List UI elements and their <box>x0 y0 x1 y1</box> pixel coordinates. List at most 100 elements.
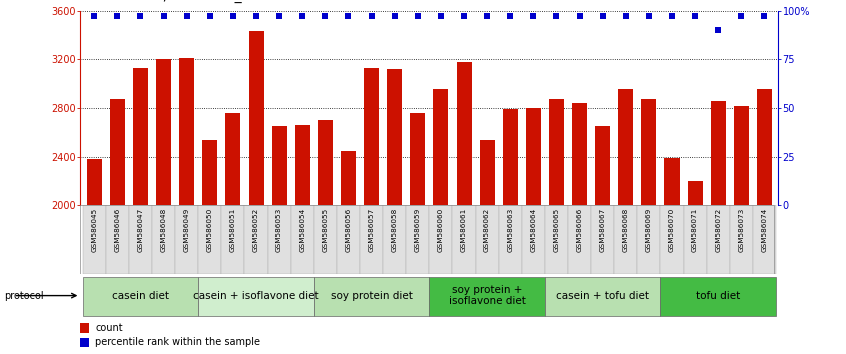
Bar <box>453 205 475 274</box>
Bar <box>661 205 684 274</box>
Text: GSM586070: GSM586070 <box>669 207 675 252</box>
Text: tofu diet: tofu diet <box>696 291 740 301</box>
Point <box>642 13 656 19</box>
Bar <box>225 113 240 354</box>
Bar <box>87 159 102 354</box>
Text: GSM586069: GSM586069 <box>645 207 652 252</box>
Bar <box>202 139 217 354</box>
Text: GSM586065: GSM586065 <box>553 207 559 252</box>
Bar <box>711 101 726 354</box>
Point <box>157 13 170 19</box>
Bar <box>618 88 634 354</box>
Text: GSM586051: GSM586051 <box>230 207 236 252</box>
Text: soy protein diet: soy protein diet <box>331 291 413 301</box>
Bar <box>429 205 453 274</box>
Bar <box>664 158 679 354</box>
Bar <box>175 205 198 274</box>
Text: GSM586056: GSM586056 <box>345 207 351 252</box>
Bar <box>591 205 614 274</box>
Text: casein + tofu diet: casein + tofu diet <box>556 291 649 301</box>
Text: GSM586050: GSM586050 <box>206 207 213 252</box>
Point <box>295 13 309 19</box>
Text: protocol: protocol <box>4 291 44 302</box>
Bar <box>433 88 448 354</box>
Point <box>434 13 448 19</box>
Bar <box>572 103 587 354</box>
Bar <box>314 276 429 316</box>
Bar <box>156 59 171 354</box>
Bar <box>387 69 402 354</box>
Text: GSM586059: GSM586059 <box>415 207 420 252</box>
Text: GSM586063: GSM586063 <box>508 207 514 252</box>
Bar <box>198 205 222 274</box>
Point <box>111 13 124 19</box>
Bar <box>637 205 661 274</box>
Text: GSM586064: GSM586064 <box>530 207 536 252</box>
Bar <box>83 205 106 274</box>
Point <box>365 13 378 19</box>
Point <box>526 13 540 19</box>
Text: GSM586057: GSM586057 <box>369 207 375 252</box>
Bar <box>341 150 356 354</box>
Bar <box>360 205 383 274</box>
Bar <box>291 205 314 274</box>
Bar <box>661 276 776 316</box>
Bar <box>568 205 591 274</box>
Text: GSM586062: GSM586062 <box>484 207 490 252</box>
Point <box>87 13 101 19</box>
Point <box>734 13 748 19</box>
Point <box>457 13 470 19</box>
Text: count: count <box>95 323 123 333</box>
Bar <box>267 205 291 274</box>
Point <box>503 13 517 19</box>
Bar <box>337 205 360 274</box>
Point <box>250 13 263 19</box>
Bar <box>198 276 314 316</box>
Bar <box>133 68 148 354</box>
Text: GSM586066: GSM586066 <box>577 207 583 252</box>
Bar <box>614 205 637 274</box>
Text: GSM586071: GSM586071 <box>692 207 698 252</box>
Bar <box>222 205 244 274</box>
Bar <box>480 139 495 354</box>
Bar <box>706 205 730 274</box>
Bar <box>406 205 429 274</box>
Bar <box>80 338 90 347</box>
Bar <box>475 205 498 274</box>
Text: GSM586060: GSM586060 <box>438 207 444 252</box>
Bar <box>80 324 90 333</box>
Text: percentile rank within the sample: percentile rank within the sample <box>95 337 261 348</box>
Bar <box>152 205 175 274</box>
Bar <box>318 120 332 354</box>
Bar <box>110 99 125 354</box>
Bar <box>410 113 426 354</box>
Bar <box>684 205 706 274</box>
Point <box>596 13 609 19</box>
Bar <box>364 68 379 354</box>
Text: GSM586046: GSM586046 <box>114 207 120 252</box>
Text: GSM586048: GSM586048 <box>161 207 167 252</box>
Bar <box>457 62 471 354</box>
Bar <box>249 31 263 354</box>
Bar <box>503 109 518 354</box>
Point <box>619 13 633 19</box>
Bar <box>730 205 753 274</box>
Bar <box>314 205 337 274</box>
Point <box>319 13 332 19</box>
Bar <box>429 276 545 316</box>
Text: GSM586054: GSM586054 <box>299 207 305 252</box>
Point <box>272 13 286 19</box>
Point <box>203 13 217 19</box>
Bar <box>106 205 129 274</box>
Point <box>388 13 402 19</box>
Bar <box>129 205 152 274</box>
Bar <box>244 205 267 274</box>
Bar <box>383 205 406 274</box>
Bar <box>757 88 772 354</box>
Point <box>226 13 239 19</box>
Bar <box>294 125 310 354</box>
Bar <box>753 205 776 274</box>
Bar <box>526 108 541 354</box>
Bar <box>498 205 522 274</box>
Bar <box>179 58 195 354</box>
